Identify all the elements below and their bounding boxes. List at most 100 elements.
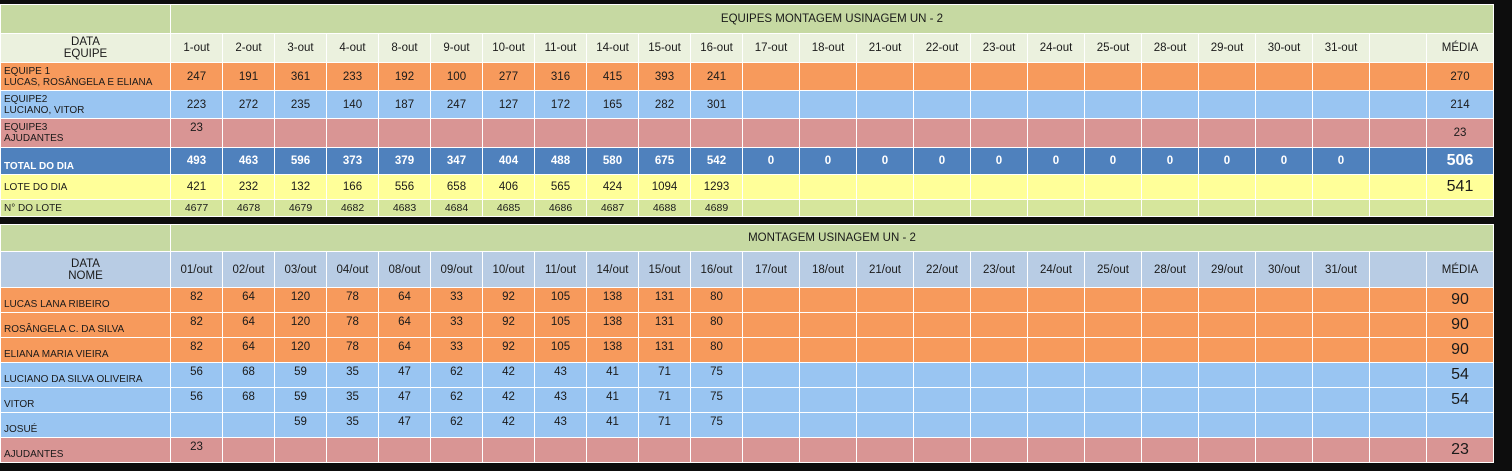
date-header[interactable]: 29/out [1198, 251, 1256, 288]
team-value-cell[interactable] [856, 62, 914, 91]
lot-day-cell[interactable]: 424 [586, 174, 639, 200]
person-value-cell[interactable]: 64 [222, 312, 275, 338]
date-header[interactable]: 08/out [378, 251, 431, 288]
person-value-cell[interactable] [856, 362, 914, 388]
date-header[interactable]: 29-out [1198, 33, 1256, 63]
total-day-cell[interactable]: 404 [482, 147, 535, 175]
person-value-cell[interactable]: 68 [222, 362, 275, 388]
date-header[interactable]: 4-out [326, 33, 379, 63]
team-value-cell[interactable] [586, 118, 639, 148]
person-value-cell[interactable]: 78 [326, 287, 379, 313]
person-average-cell[interactable]: 54 [1426, 387, 1494, 413]
person-value-cell[interactable]: 92 [482, 337, 535, 363]
person-value-cell[interactable] [1255, 337, 1313, 363]
team-average-cell[interactable]: 23 [1426, 118, 1494, 148]
team-value-cell[interactable]: 277 [482, 62, 535, 91]
average-header[interactable]: MÉDIA [1426, 251, 1494, 288]
person-value-cell[interactable] [913, 362, 971, 388]
person-value-cell[interactable] [913, 437, 971, 463]
person-value-cell[interactable]: 71 [638, 412, 691, 438]
lot-day-cell[interactable] [1141, 174, 1199, 200]
team-value-cell[interactable] [1255, 62, 1313, 91]
total-day-cell[interactable]: 463 [222, 147, 275, 175]
lot-number-average[interactable] [1426, 199, 1494, 217]
date-header[interactable]: 1-out [170, 33, 223, 63]
person-average-cell[interactable]: 54 [1426, 362, 1494, 388]
lot-number-cell[interactable]: 4685 [482, 199, 535, 217]
person-value-cell[interactable]: 47 [378, 362, 431, 388]
total-day-cell[interactable]: 493 [170, 147, 223, 175]
person-value-cell[interactable] [970, 337, 1028, 363]
person-value-cell[interactable] [170, 412, 223, 438]
team-value-cell[interactable]: 191 [222, 62, 275, 91]
lot-day-cell[interactable] [1312, 174, 1370, 200]
date-header[interactable]: 14/out [586, 251, 639, 288]
date-header[interactable]: 09/out [430, 251, 483, 288]
date-header[interactable]: 15/out [638, 251, 691, 288]
person-value-cell[interactable]: 42 [482, 387, 535, 413]
person-value-cell[interactable] [856, 437, 914, 463]
person-value-cell[interactable]: 75 [690, 362, 743, 388]
team-value-cell[interactable]: 165 [586, 90, 639, 119]
person-value-cell[interactable]: 64 [222, 337, 275, 363]
person-value-cell[interactable] [742, 362, 800, 388]
person-value-cell[interactable] [799, 287, 857, 313]
person-value-cell[interactable] [1198, 287, 1256, 313]
person-value-cell[interactable] [913, 387, 971, 413]
team-value-cell[interactable] [799, 90, 857, 119]
team-table-title[interactable]: EQUIPES MONTAGEM USINAGEM UN - 2 [170, 4, 1494, 34]
team-value-cell[interactable] [913, 62, 971, 91]
person-value-cell[interactable] [1141, 287, 1199, 313]
person-value-cell[interactable]: 82 [170, 337, 223, 363]
team-value-cell[interactable]: 393 [638, 62, 691, 91]
person-value-cell[interactable] [1369, 437, 1427, 463]
team-value-cell[interactable] [856, 118, 914, 148]
person-value-cell[interactable]: 82 [170, 287, 223, 313]
person-value-cell[interactable] [482, 437, 535, 463]
person-value-cell[interactable] [1141, 362, 1199, 388]
lot-number-cell[interactable]: 4683 [378, 199, 431, 217]
person-value-cell[interactable]: 47 [378, 387, 431, 413]
team-value-cell[interactable] [1312, 62, 1370, 91]
person-value-cell[interactable] [1312, 362, 1370, 388]
person-value-cell[interactable] [1027, 362, 1085, 388]
person-value-cell[interactable]: 80 [690, 287, 743, 313]
person-value-cell[interactable]: 105 [534, 287, 587, 313]
person-value-cell[interactable] [1312, 337, 1370, 363]
lot-number-cell[interactable]: 4688 [638, 199, 691, 217]
person-value-cell[interactable] [1084, 412, 1142, 438]
team-value-cell[interactable]: 247 [170, 62, 223, 91]
lot-day-cell[interactable] [1369, 174, 1427, 200]
person-value-cell[interactable] [856, 287, 914, 313]
lot-day-cell[interactable] [799, 174, 857, 200]
lot-day-cell[interactable]: 658 [430, 174, 483, 200]
lot-day-cell[interactable] [1027, 174, 1085, 200]
lot-number-cell[interactable] [1084, 199, 1142, 217]
lot-day-cell[interactable]: 232 [222, 174, 275, 200]
person-value-cell[interactable]: 23 [170, 437, 223, 463]
person-value-cell[interactable] [1027, 287, 1085, 313]
person-value-cell[interactable] [1027, 312, 1085, 338]
person-value-cell[interactable] [799, 412, 857, 438]
lot-number-cell[interactable] [1141, 199, 1199, 217]
person-value-cell[interactable] [1084, 362, 1142, 388]
person-value-cell[interactable] [1198, 412, 1256, 438]
date-header[interactable]: 10-out [482, 33, 535, 63]
person-value-cell[interactable]: 41 [586, 387, 639, 413]
person-value-cell[interactable] [690, 437, 743, 463]
team-value-cell[interactable] [1369, 62, 1427, 91]
person-value-cell[interactable] [1084, 437, 1142, 463]
title-spacer[interactable] [0, 4, 171, 34]
total-day-cell[interactable]: 0 [1141, 147, 1199, 175]
team-value-cell[interactable]: 127 [482, 90, 535, 119]
person-value-cell[interactable] [1084, 337, 1142, 363]
team-row-label[interactable]: EQUIPE 1 LUCAS, ROSÂNGELA E ELIANA [0, 62, 171, 91]
team-value-cell[interactable] [1198, 62, 1256, 91]
person-value-cell[interactable] [799, 362, 857, 388]
person-value-cell[interactable]: 64 [222, 287, 275, 313]
date-header[interactable]: 2-out [222, 33, 275, 63]
team-value-cell[interactable]: 361 [274, 62, 327, 91]
person-value-cell[interactable] [1369, 337, 1427, 363]
person-value-cell[interactable] [856, 412, 914, 438]
person-value-cell[interactable] [1198, 437, 1256, 463]
